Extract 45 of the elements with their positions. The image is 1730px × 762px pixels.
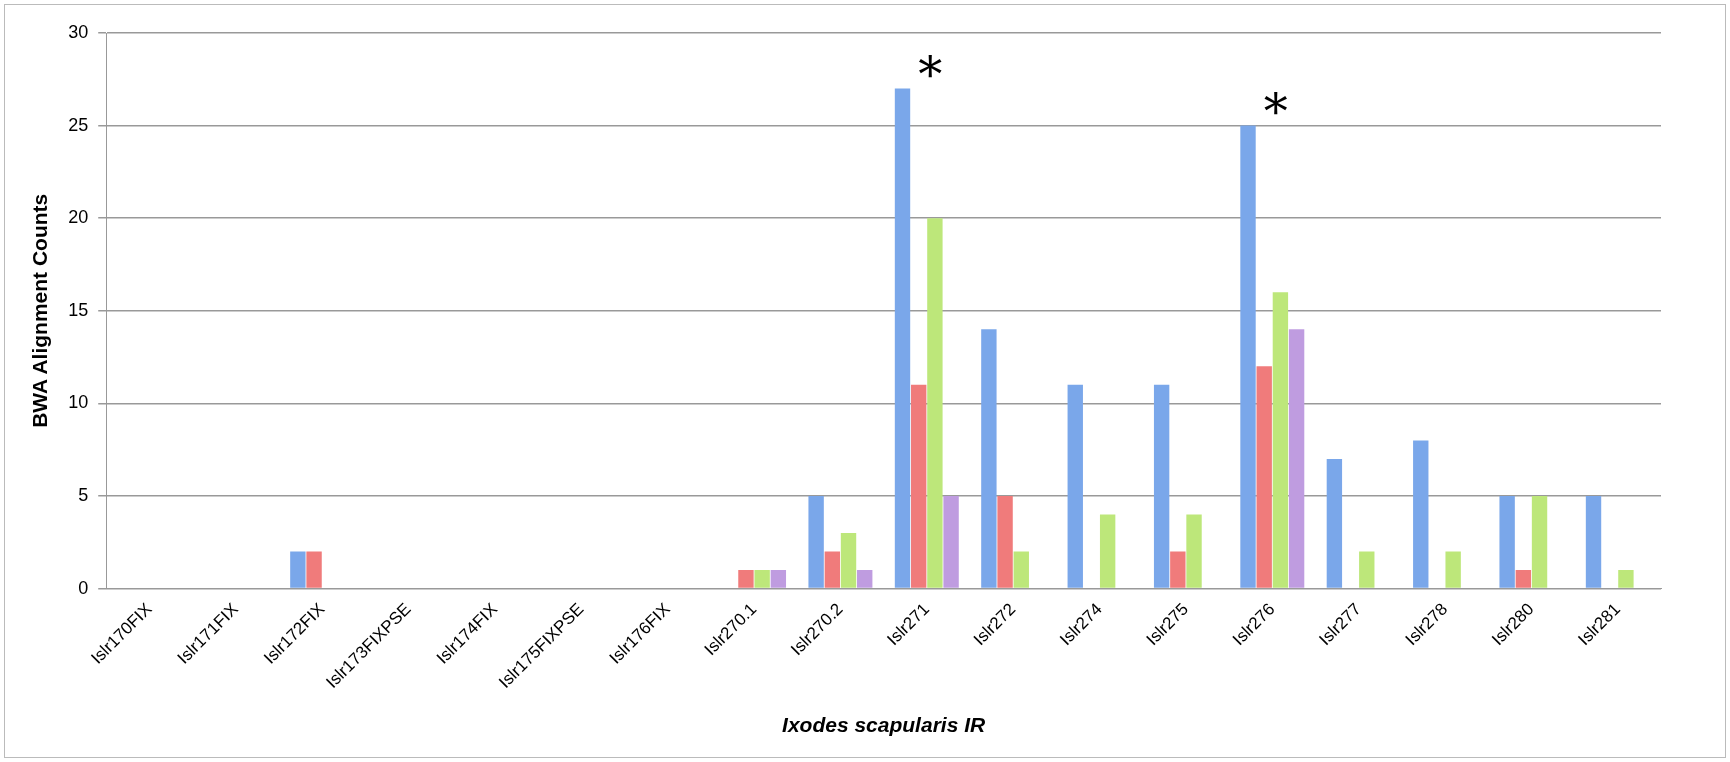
y-axis-title: BWA Alignment Counts (28, 193, 52, 428)
y-tick-label: 15 (68, 299, 89, 320)
y-tick-label: 10 (68, 392, 89, 413)
bar (911, 384, 927, 588)
y-tick-label: 25 (68, 114, 89, 135)
bar (306, 551, 322, 588)
bar (1067, 384, 1083, 588)
bar (1288, 329, 1305, 588)
y-tick-label: 5 (78, 484, 89, 505)
bar (1359, 551, 1375, 588)
bar (927, 218, 943, 588)
bar (1099, 514, 1116, 588)
bar (1272, 292, 1289, 588)
bar (1256, 366, 1272, 588)
bar (1170, 551, 1186, 588)
bar (1515, 570, 1532, 588)
y-tick-label: 0 (78, 577, 89, 598)
bar (1153, 384, 1170, 588)
bar (943, 495, 959, 588)
y-tick-label: 20 (68, 207, 89, 228)
bar (981, 329, 997, 588)
bar (808, 495, 824, 588)
bar (1240, 125, 1256, 588)
bar (1013, 551, 1029, 588)
bar (1186, 514, 1202, 588)
bar (1618, 570, 1634, 588)
bar (1326, 458, 1343, 588)
bar (754, 570, 770, 588)
annotation: * (1263, 83, 1288, 140)
annotation: * (918, 46, 943, 103)
bar (857, 570, 873, 588)
bar (290, 551, 306, 588)
bar (1445, 551, 1461, 588)
bar (738, 570, 754, 588)
bar (1499, 495, 1515, 588)
bar (894, 88, 911, 588)
y-tick-label: 30 (68, 21, 89, 42)
bar (1531, 495, 1548, 588)
bar (1585, 495, 1602, 588)
bar (824, 551, 841, 588)
bar (1413, 440, 1429, 588)
bar (997, 495, 1013, 588)
bar (840, 532, 857, 588)
bar (770, 570, 787, 588)
x-axis-title: Ixodes scapularis IR (782, 713, 986, 737)
